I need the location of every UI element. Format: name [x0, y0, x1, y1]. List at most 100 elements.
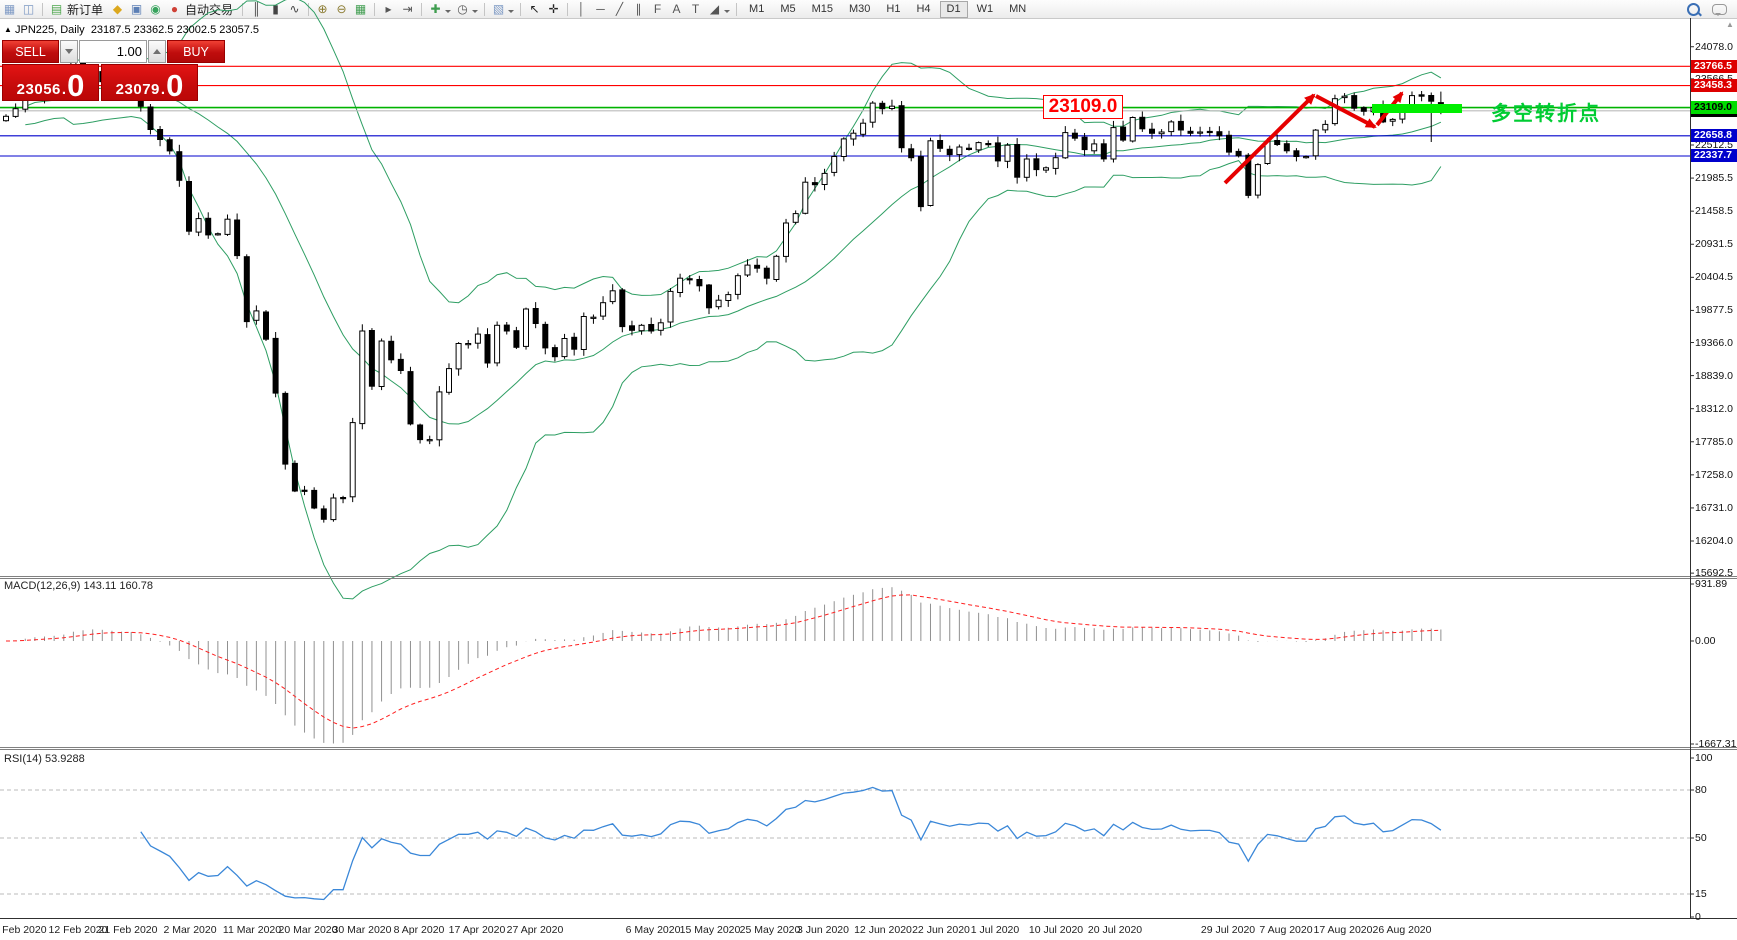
- candle[interactable]: [455, 343, 462, 370]
- candle[interactable]: [436, 391, 443, 441]
- tile-windows-icon[interactable]: ▦: [354, 2, 367, 16]
- candle[interactable]: [1322, 123, 1329, 131]
- candle[interactable]: [12, 108, 19, 117]
- candle[interactable]: [879, 102, 886, 110]
- candle[interactable]: [1062, 132, 1069, 159]
- candle[interactable]: [1071, 132, 1078, 139]
- candle[interactable]: [994, 142, 1001, 162]
- bar-chart-icon[interactable]: ║: [252, 2, 261, 16]
- candle[interactable]: [571, 336, 578, 350]
- candle[interactable]: [811, 182, 818, 186]
- candle[interactable]: [667, 290, 674, 323]
- candle[interactable]: [1129, 117, 1136, 142]
- candle[interactable]: [1043, 167, 1049, 171]
- zoom-out-icon[interactable]: ⊖: [336, 2, 347, 16]
- auto-trading-label[interactable]: 自动交易: [185, 2, 234, 17]
- candle[interactable]: [1206, 130, 1213, 134]
- candle[interactable]: [1187, 130, 1194, 134]
- candle[interactable]: [1428, 95, 1435, 102]
- candle[interactable]: [426, 439, 433, 442]
- candle[interactable]: [792, 213, 799, 223]
- candle[interactable]: [494, 324, 501, 364]
- candle[interactable]: [648, 324, 655, 332]
- buy-button[interactable]: BUY: [167, 40, 225, 63]
- candle[interactable]: [715, 299, 722, 308]
- candle[interactable]: [186, 181, 192, 232]
- candle[interactable]: [147, 106, 154, 130]
- volume-decrease-button[interactable]: [60, 40, 78, 63]
- candle[interactable]: [513, 330, 520, 348]
- candle[interactable]: [1139, 116, 1146, 130]
- candle[interactable]: [263, 311, 269, 340]
- candle[interactable]: [1168, 121, 1175, 133]
- volume-input[interactable]: [79, 40, 147, 63]
- candle[interactable]: [397, 358, 404, 371]
- timeframe-m5[interactable]: M5: [780, 2, 796, 15]
- candle[interactable]: [1312, 129, 1319, 157]
- candle[interactable]: [629, 325, 635, 331]
- candle[interactable]: [677, 277, 684, 294]
- candle[interactable]: [542, 323, 549, 349]
- candle[interactable]: [802, 181, 809, 214]
- crosshair-icon[interactable]: ✛: [548, 2, 559, 16]
- search-icon[interactable]: [1687, 2, 1700, 16]
- candle[interactable]: [417, 424, 424, 441]
- candle[interactable]: [956, 146, 963, 156]
- candle[interactable]: [532, 308, 539, 324]
- candle[interactable]: [359, 330, 366, 425]
- candle[interactable]: [1100, 143, 1107, 160]
- chevron-down-icon[interactable]: [508, 9, 515, 16]
- candle[interactable]: [1274, 140, 1281, 145]
- price-annotation-box[interactable]: 23109.0: [1043, 95, 1123, 119]
- periods-icon[interactable]: ◷: [457, 2, 468, 16]
- text-icon[interactable]: A: [672, 2, 681, 16]
- candle[interactable]: [523, 308, 529, 347]
- new-order-icon[interactable]: ▤: [50, 2, 63, 16]
- new-order-label[interactable]: 新订单: [67, 2, 104, 17]
- trendline-icon[interactable]: ╱: [615, 2, 624, 16]
- candle[interactable]: [301, 489, 308, 492]
- timeframe-m15[interactable]: M15: [811, 2, 833, 15]
- candle[interactable]: [686, 278, 693, 281]
- candle[interactable]: [1235, 150, 1242, 157]
- chevron-down-icon[interactable]: [445, 9, 452, 16]
- timeframe-h4[interactable]: H4: [916, 2, 931, 15]
- chart-shift-icon[interactable]: ⇥: [402, 2, 413, 16]
- candle[interactable]: [725, 294, 732, 302]
- candle[interactable]: [205, 217, 212, 236]
- candle[interactable]: [1360, 107, 1367, 112]
- hline-icon[interactable]: ─: [596, 2, 605, 16]
- scroll-up-icon[interactable]: ▲: [1726, 20, 1734, 29]
- timeframe-m30[interactable]: M30: [849, 2, 871, 15]
- candle[interactable]: [1081, 136, 1088, 151]
- candle[interactable]: [1033, 158, 1040, 171]
- candle[interactable]: [1303, 156, 1310, 159]
- candle[interactable]: [1216, 131, 1223, 137]
- sell-price[interactable]: 23056. 0: [2, 64, 99, 101]
- volume-increase-button[interactable]: [148, 40, 166, 63]
- candle-chart-icon[interactable]: ▮: [272, 2, 279, 16]
- candle[interactable]: [272, 337, 279, 394]
- candle[interactable]: [706, 284, 712, 309]
- candle[interactable]: [638, 324, 645, 332]
- candle[interactable]: [214, 233, 221, 236]
- candle[interactable]: [388, 340, 395, 361]
- candle[interactable]: [1283, 143, 1290, 152]
- candle[interactable]: [831, 156, 838, 173]
- chevron-down-icon[interactable]: [724, 9, 731, 16]
- candle[interactable]: [243, 256, 250, 323]
- candle[interactable]: [195, 218, 202, 233]
- candle[interactable]: [840, 138, 847, 157]
- candle[interactable]: [1197, 131, 1204, 134]
- candle[interactable]: [927, 140, 934, 206]
- terminal-icon[interactable]: ▣: [130, 2, 143, 16]
- candle[interactable]: [1418, 94, 1425, 97]
- candle[interactable]: [253, 310, 260, 321]
- cn-annotation-text[interactable]: 多空转折点: [1491, 103, 1601, 125]
- candle[interactable]: [734, 275, 741, 295]
- candle[interactable]: [166, 139, 173, 152]
- candle[interactable]: [1226, 134, 1232, 153]
- candle[interactable]: [282, 392, 289, 465]
- candle[interactable]: [446, 368, 452, 393]
